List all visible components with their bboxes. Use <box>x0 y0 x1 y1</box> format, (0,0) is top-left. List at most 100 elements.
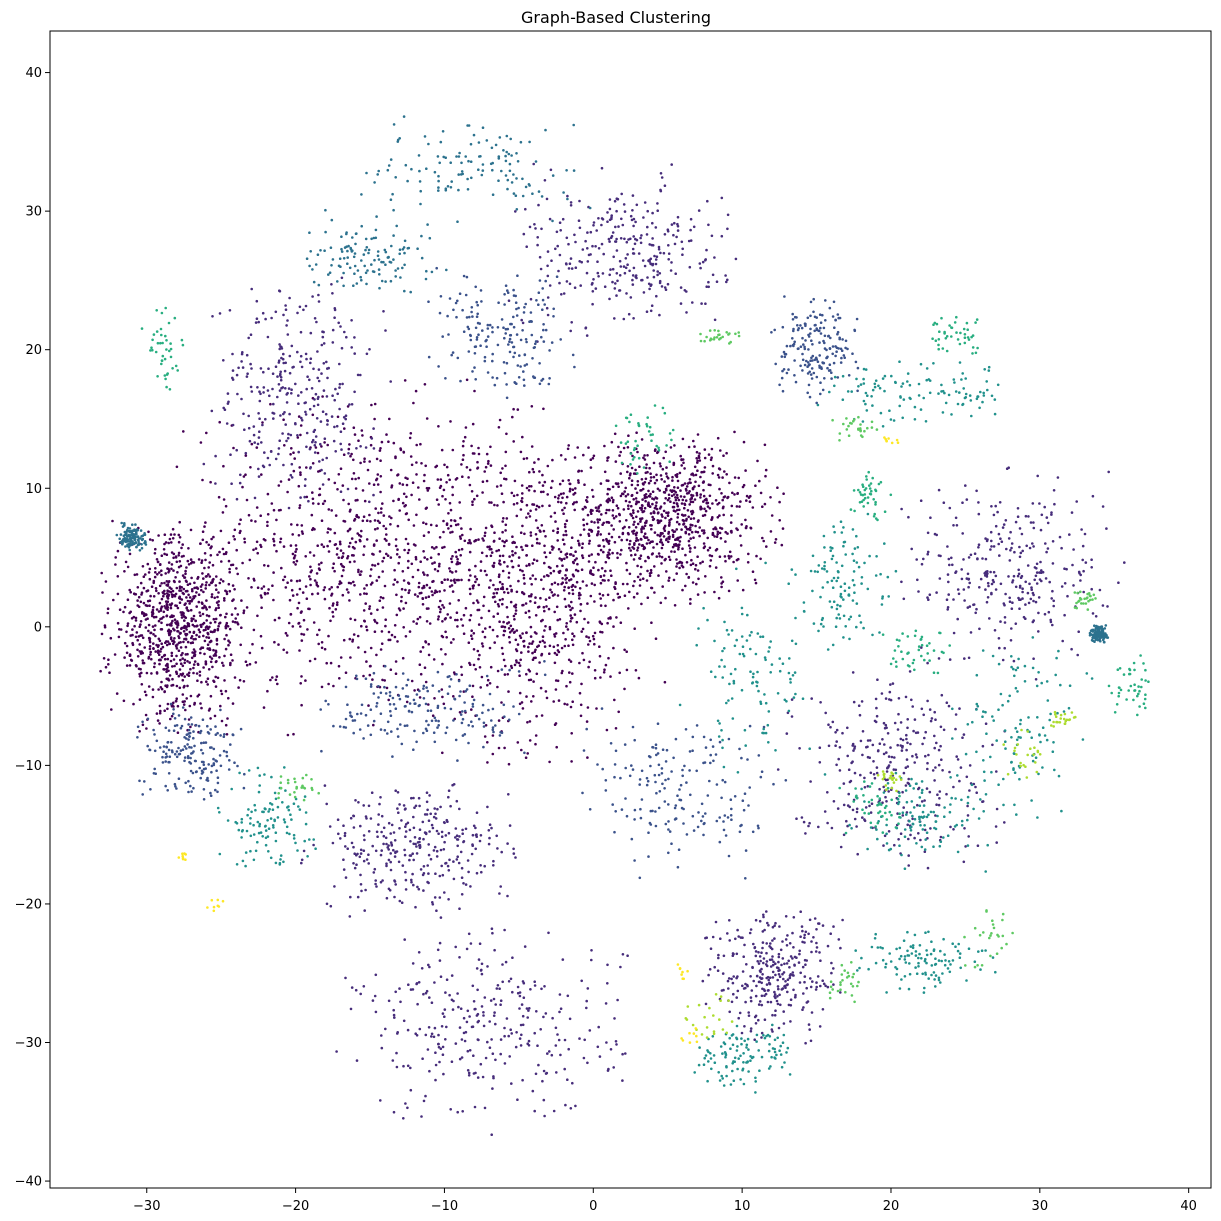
scatter-point-c0 <box>571 643 575 647</box>
scatter-point-c1 <box>262 386 266 389</box>
scatter-point-c0 <box>556 583 560 586</box>
scatter-point-c1 <box>962 588 966 591</box>
scatter-point-c0 <box>525 544 529 548</box>
scatter-point-c1 <box>240 360 243 363</box>
scatter-point-c0 <box>414 557 418 561</box>
scatter-point-c0 <box>593 669 597 672</box>
scatter-point-c0 <box>585 720 589 723</box>
scatter-point-c0 <box>304 585 308 588</box>
scatter-point-c1 <box>926 550 930 554</box>
scatter-point-c0 <box>549 515 553 518</box>
scatter-point-c1 <box>930 717 934 720</box>
scatter-point-c1 <box>496 847 499 850</box>
scatter-point-c0 <box>619 621 623 624</box>
scatter-point-c0 <box>770 514 774 517</box>
scatter-point-c0 <box>167 632 171 635</box>
scatter-point-c0 <box>629 549 632 552</box>
scatter-point-c0 <box>497 605 501 608</box>
scatter-point-c0 <box>643 524 647 527</box>
scatter-point-c1 <box>734 257 738 261</box>
scatter-point-c0 <box>571 606 574 610</box>
scatter-point-c1 <box>596 271 600 275</box>
scatter-point-c1 <box>1027 515 1030 518</box>
scatter-point-c0 <box>663 558 667 562</box>
scatter-point-c0 <box>215 642 219 646</box>
scatter-point-c0 <box>683 502 686 506</box>
scatter-point-c0 <box>497 575 501 579</box>
scatter-point-c0 <box>501 582 504 586</box>
scatter-point-c0 <box>189 561 193 565</box>
scatter-point-c0 <box>706 536 709 540</box>
scatter-point-c1 <box>287 387 291 390</box>
scatter-point-c1 <box>367 830 371 833</box>
scatter-point-c0 <box>696 433 700 436</box>
scatter-point-c1 <box>586 1061 589 1065</box>
scatter-point-c1 <box>478 839 482 843</box>
scatter-point-c0 <box>630 554 633 557</box>
scatter-point-c1 <box>977 501 980 504</box>
scatter-point-c0 <box>609 569 612 572</box>
scatter-point-c1 <box>356 895 360 899</box>
scatter-point-c0 <box>159 647 163 651</box>
scatter-point-c1 <box>676 224 680 228</box>
scatter-point-c1 <box>567 242 570 246</box>
scatter-point-c0 <box>320 445 323 448</box>
scatter-point-c0 <box>373 620 377 623</box>
scatter-point-c0 <box>332 602 335 605</box>
scatter-point-c1 <box>681 253 684 256</box>
scatter-point-c0 <box>151 695 155 699</box>
scatter-point-c0 <box>716 530 720 534</box>
scatter-point-c0 <box>354 477 357 481</box>
scatter-point-c0 <box>776 486 779 490</box>
scatter-point-c0 <box>311 413 315 417</box>
scatter-point-c0 <box>625 650 628 653</box>
scatter-point-c0 <box>511 535 514 538</box>
scatter-point-c0 <box>697 577 700 581</box>
scatter-point-c1 <box>479 864 482 867</box>
scatter-point-c0 <box>488 646 492 650</box>
scatter-point-c0 <box>484 724 488 727</box>
scatter-point-c1 <box>344 845 347 848</box>
scatter-point-c1 <box>704 258 707 262</box>
scatter-point-c0 <box>590 530 593 533</box>
scatter-point-c0 <box>449 616 452 619</box>
scatter-point-c0 <box>181 543 184 546</box>
scatter-point-c0 <box>553 511 557 515</box>
scatter-point-c1 <box>1028 582 1031 586</box>
scatter-point-c0 <box>412 543 416 546</box>
scatter-point-c0 <box>563 506 566 510</box>
scatter-point-c1 <box>1038 571 1041 574</box>
scatter-point-c0 <box>519 450 523 454</box>
scatter-point-c0 <box>194 619 197 623</box>
scatter-point-c1 <box>565 236 569 240</box>
scatter-point-c0 <box>634 539 638 543</box>
scatter-point-c0 <box>639 565 643 569</box>
scatter-point-c1 <box>259 367 263 370</box>
scatter-point-c1 <box>258 417 261 421</box>
scatter-point-c1 <box>952 631 956 635</box>
scatter-point-c0 <box>158 639 162 643</box>
scatter-point-c0 <box>553 581 557 585</box>
scatter-point-c1 <box>262 391 265 394</box>
scatter-point-c1 <box>385 864 388 868</box>
scatter-point-c1 <box>256 386 259 389</box>
scatter-point-c1 <box>991 743 994 747</box>
scatter-point-c0 <box>465 378 469 382</box>
scatter-point-c1 <box>380 1046 384 1050</box>
scatter-point-c0 <box>620 538 623 542</box>
scatter-point-c0 <box>648 466 651 470</box>
scatter-point-c0 <box>422 534 426 537</box>
scatter-point-c1 <box>434 1063 438 1067</box>
scatter-point-c0 <box>636 564 639 568</box>
scatter-point-c0 <box>567 592 571 595</box>
scatter-point-c0 <box>291 533 295 536</box>
scatter-point-c1 <box>547 931 550 935</box>
scatter-point-c1 <box>992 570 996 574</box>
scatter-point-c0 <box>449 531 452 534</box>
scatter-point-c0 <box>532 695 535 698</box>
scatter-point-c0 <box>316 592 320 595</box>
scatter-point-c1 <box>430 1001 434 1004</box>
scatter-point-c1 <box>469 885 472 888</box>
scatter-point-c0 <box>541 484 545 487</box>
scatter-point-c0 <box>587 554 591 558</box>
